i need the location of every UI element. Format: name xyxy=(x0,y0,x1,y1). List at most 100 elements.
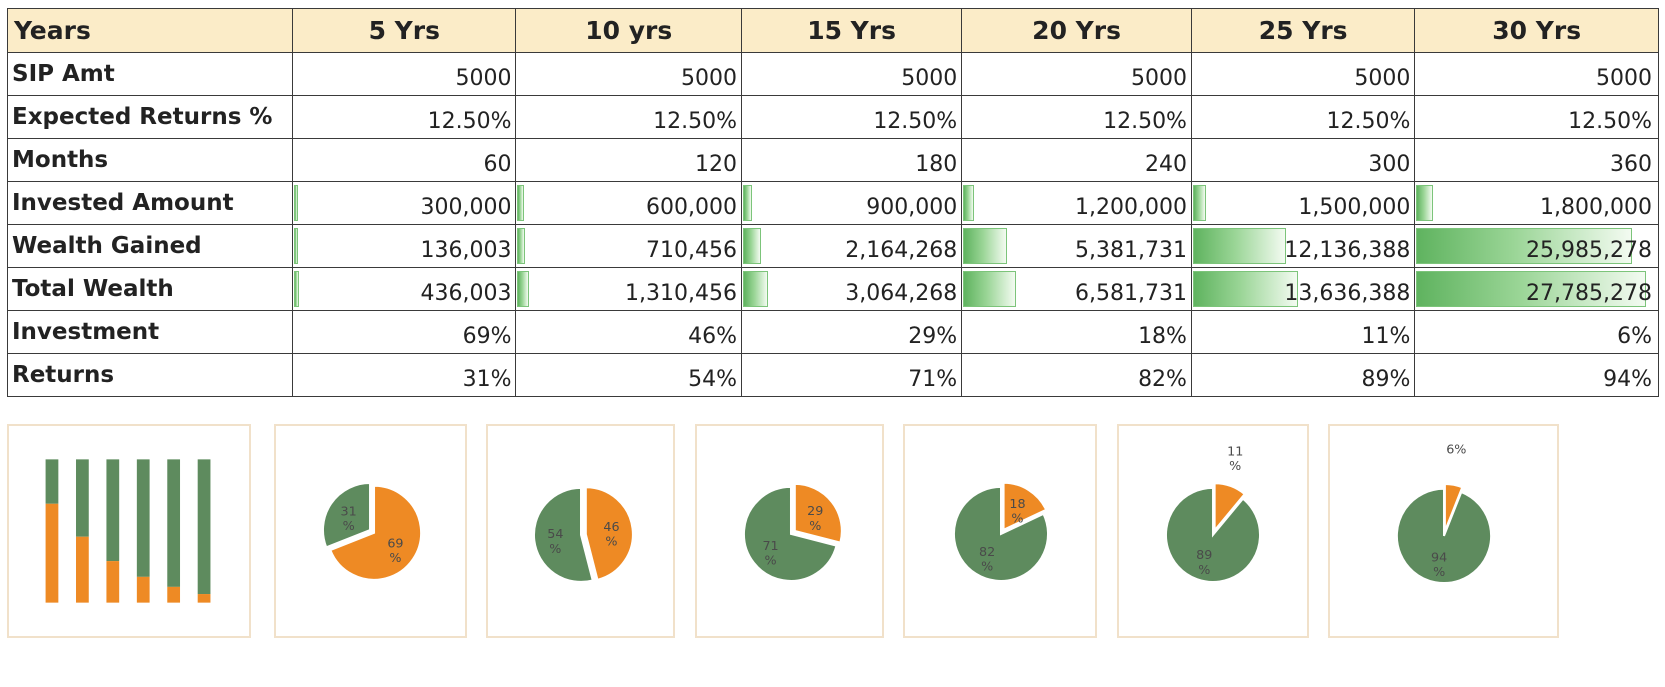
cell-value: 60 xyxy=(483,152,512,177)
data-bar xyxy=(1416,185,1434,221)
cell-value: 29% xyxy=(908,324,958,349)
cell-months-30-yrs: 360 xyxy=(1414,138,1659,182)
cell-invested-amount-30-yrs: 1,800,000 xyxy=(1414,181,1659,225)
cell-value: 2,164,268 xyxy=(845,238,958,263)
pie-label-returns: 89% xyxy=(1196,547,1212,577)
cell-value: 136,003 xyxy=(420,238,512,263)
pie-label-investment-line: 29 xyxy=(807,503,823,518)
cell-sip-amt-30-yrs: 5000 xyxy=(1414,52,1659,96)
cell-value: 300,000 xyxy=(420,195,512,220)
pie-label-investment: 6% xyxy=(1446,443,1466,458)
pie-label-returns: 94% xyxy=(1431,550,1447,580)
pie-slice-investment xyxy=(1213,482,1246,534)
header-cell-5-yrs: 5 Yrs xyxy=(292,8,517,53)
table-row-total-wealth: Total Wealth 436,003 1,310,456 3,064,268 6,5… xyxy=(6,267,1659,311)
pie-label-investment-line: % xyxy=(1229,458,1241,473)
cell-value: 11% xyxy=(1361,324,1411,349)
pie-slice-returns xyxy=(533,486,594,583)
cell-invested-amount-25-yrs: 1,500,000 xyxy=(1190,181,1416,225)
row-label-sip-amt: SIP Amt xyxy=(6,52,294,96)
cell-value: 1,500,000 xyxy=(1298,195,1411,220)
bar-returns-25-yrs xyxy=(167,459,181,587)
pie-slice-returns xyxy=(952,485,1049,582)
pie-label-investment-line: % xyxy=(1011,512,1023,527)
bar-investment-20-yrs xyxy=(136,576,150,603)
pie-chart-10-yrs: 46% 54% xyxy=(486,424,675,638)
cell-value: 5000 xyxy=(901,66,958,91)
cell-expected-returns-20-yrs: 12.50% xyxy=(961,95,1192,139)
cell-value: 240 xyxy=(1144,152,1187,177)
cell-value: 6% xyxy=(1617,324,1652,349)
cell-value: 12.50% xyxy=(653,109,737,134)
bar-investment-25-yrs xyxy=(167,586,181,603)
pie-label-returns-line: % xyxy=(343,519,355,534)
pie-label-returns: 71% xyxy=(762,538,778,568)
cell-months-15-yrs: 180 xyxy=(740,138,963,182)
cell-value: 12,136,388 xyxy=(1284,238,1411,263)
cell-returns-5-yrs: 31% xyxy=(292,353,517,397)
header-cell-15-yrs: 15 Yrs xyxy=(740,8,963,53)
cell-value: 5000 xyxy=(455,66,512,91)
cell-total-wealth-20-yrs: 6,581,731 xyxy=(961,267,1192,311)
cell-value: 31% xyxy=(462,367,512,392)
pie-label-returns-line: 54 xyxy=(547,526,563,541)
cell-value: 436,003 xyxy=(420,281,512,306)
bar-returns-5-yrs xyxy=(45,459,59,504)
cell-expected-returns-15-yrs: 12.50% xyxy=(740,95,963,139)
pie-label-investment-line: 46 xyxy=(603,519,619,534)
cell-investment-25-yrs: 11% xyxy=(1190,310,1416,354)
data-bar xyxy=(294,271,300,307)
cell-invested-amount-15-yrs: 900,000 xyxy=(740,181,963,225)
pie-slice-investment xyxy=(329,484,423,581)
cell-returns-15-yrs: 71% xyxy=(740,353,963,397)
cell-value: 12.50% xyxy=(1103,109,1187,134)
data-bar xyxy=(1192,228,1287,264)
data-bar xyxy=(1416,271,1647,307)
pie-label-investment: 29% xyxy=(807,503,823,533)
cell-value: 300 xyxy=(1368,152,1411,177)
cell-wealth-gained-25-yrs: 12,136,388 xyxy=(1190,224,1416,268)
pie-chart-20-yrs: 18% 82% xyxy=(903,424,1097,638)
pie-label-returns-line: 82 xyxy=(979,545,995,560)
cell-total-wealth-25-yrs: 13,636,388 xyxy=(1190,267,1416,311)
cell-months-25-yrs: 300 xyxy=(1190,138,1416,182)
pie-slice-returns xyxy=(743,485,838,582)
cell-investment-30-yrs: 6% xyxy=(1414,310,1659,354)
cell-value: 5000 xyxy=(1354,66,1411,91)
stacked-bar-svg xyxy=(45,459,211,603)
data-bar xyxy=(517,185,525,221)
cell-returns-25-yrs: 89% xyxy=(1190,353,1416,397)
pie-slice-investment xyxy=(584,486,634,582)
cell-wealth-gained-20-yrs: 5,381,731 xyxy=(961,224,1192,268)
pie-label-returns-line: 31 xyxy=(341,504,357,519)
pie-label-investment-line: 69 xyxy=(387,536,403,551)
header-cell-years: Years xyxy=(6,8,294,53)
cell-value: 46% xyxy=(688,324,737,349)
data-bar xyxy=(1192,271,1298,307)
cell-total-wealth-30-yrs: 27,785,278 xyxy=(1414,267,1659,311)
pie-label-returns: 31% xyxy=(341,504,357,534)
pie-svg-10-yrs: 46 % 54% xyxy=(533,486,634,583)
pie-label-returns: 54% xyxy=(547,526,563,556)
header-cell-10-yrs: 10 yrs xyxy=(515,8,742,53)
row-label-expected-returns: Expected Returns % xyxy=(6,95,294,139)
cell-investment-5-yrs: 69% xyxy=(292,310,517,354)
cell-value: 5000 xyxy=(1596,66,1652,91)
table-row-sip-amt: SIP Amt 5000 5000 5000 5000 5000 5000 xyxy=(6,52,1659,96)
pie-svg-25-yrs: 11 %89% xyxy=(1165,444,1261,583)
cell-value: 27,785,278 xyxy=(1526,281,1652,306)
cell-value: 120 xyxy=(695,152,737,177)
cell-value: 5000 xyxy=(1130,66,1187,91)
pie-slice-returns xyxy=(1395,487,1493,584)
row-label-investment: Investment xyxy=(6,310,294,354)
row-label-total-wealth: Total Wealth xyxy=(6,267,294,311)
sip-table: Years 5 Yrs 10 yrs 15 Yrs 20 Yrs 25 Yrs … xyxy=(6,8,1659,397)
data-bar xyxy=(963,271,1017,307)
cell-wealth-gained-5-yrs: 136,003 xyxy=(292,224,517,268)
pie-label-investment: 46% xyxy=(603,519,619,549)
header-cell-25-yrs: 25 Yrs xyxy=(1190,8,1416,53)
cell-months-10-yrs: 120 xyxy=(515,138,742,182)
pie-svg-15-yrs: 29 % 71% xyxy=(743,482,843,582)
pie-svg-20-yrs: 18 %82% xyxy=(952,481,1049,582)
cell-value: 71% xyxy=(908,367,958,392)
